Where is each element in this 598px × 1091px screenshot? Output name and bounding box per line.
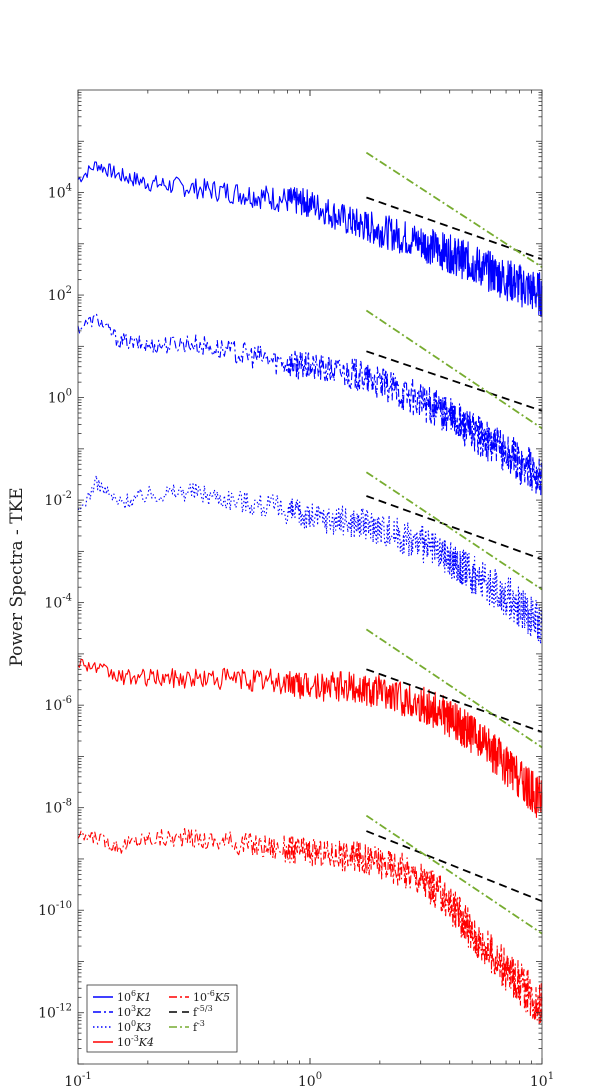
reference-lines-layer [365, 309, 543, 935]
legend-label-3: 103K2 [117, 1004, 151, 1019]
y-tick-label-7-exponent: -8 [62, 798, 72, 809]
y-tick-label-2-base: 10 [48, 288, 66, 304]
y-tick-label-1-exponent: 4 [66, 183, 72, 194]
y-tick-label-7: 10-8 [44, 798, 72, 817]
legend-label-name: K1 [135, 991, 151, 1004]
x-tick-label-2: 100 [298, 1071, 322, 1090]
reference-line-2 [366, 495, 543, 561]
y-tick-label-6: 10-6 [44, 695, 72, 714]
series-line-7 [365, 151, 543, 268]
y-tick-label-2-exponent: 2 [66, 285, 72, 296]
series-line-5 [77, 827, 543, 1025]
y-tick-label-5-exponent: -4 [62, 593, 72, 604]
legend-label-exponent: 6 [131, 989, 136, 998]
legend-label-exponent: -3 [131, 1034, 139, 1043]
x-tick-label-3: 101 [530, 1071, 554, 1090]
series-line-2 [77, 313, 543, 497]
legend-label-1: 106K1 [117, 989, 151, 1004]
legend-box [86, 984, 238, 1053]
legend-label-exponent: 0 [131, 1019, 136, 1028]
x-tick-label-2-base: 10 [298, 1074, 316, 1090]
legend-label-4: f-5/3 [193, 1004, 213, 1019]
legend-label-name: K3 [135, 1021, 151, 1034]
legend-label-base: 10 [117, 1036, 131, 1049]
series-layer [77, 151, 543, 1025]
y-tick-label-6-base: 10 [44, 698, 62, 714]
x-tick-label-1-exponent: -1 [82, 1071, 92, 1082]
y-tick-label-6-exponent: -6 [62, 695, 72, 706]
series-line-6 [366, 196, 543, 261]
y-tick-label-3-exponent: 0 [66, 388, 72, 399]
y-tick-label-9-exponent: -12 [56, 1003, 72, 1014]
y-tick-label-4: 10-2 [44, 490, 72, 509]
legend-label-name: K5 [214, 991, 230, 1004]
legend-label-7: 10-3K4 [117, 1034, 154, 1049]
series-line-3 [77, 475, 543, 645]
legend-label-base: f [193, 1021, 198, 1034]
legend-label-base: 10 [117, 1021, 131, 1034]
y-tick-label-7-base: 10 [44, 801, 62, 817]
x-tick-label-3-base: 10 [530, 1074, 548, 1090]
legend-label-5: 100K3 [117, 1019, 151, 1034]
y-tick-label-3-base: 10 [48, 391, 66, 407]
y-axis-title: Power Spectra - TKE [7, 487, 27, 666]
legend-label-exponent: -6 [207, 989, 215, 998]
y-tick-label-5: 10-4 [44, 593, 72, 612]
y-tick-label-8: 10-10 [38, 900, 72, 919]
legend-label-2: 10-6K5 [193, 989, 230, 1004]
y-tick-label-3: 100 [48, 388, 72, 407]
legend-label-exponent: -5/3 [197, 1004, 213, 1013]
x-tick-label-3-exponent: 1 [548, 1071, 554, 1082]
series-line-4 [77, 658, 543, 818]
y-tick-label-4-base: 10 [44, 493, 62, 509]
y-tick-label-9-base: 10 [38, 1006, 56, 1022]
y-tick-label-1-base: 10 [48, 186, 66, 202]
legend-label-base: 10 [117, 1006, 131, 1019]
reference-line-4 [366, 830, 543, 903]
reference-line-8 [365, 814, 543, 935]
x-tick-label-1-base: 10 [64, 1074, 82, 1090]
tick-layer: 10-1 100 10110410210010-210-410-610-810-10… [38, 90, 554, 1090]
legend-label-name: K2 [135, 1006, 151, 1019]
y-tick-label-4-exponent: -2 [62, 490, 72, 501]
legend-label-6: f-3 [193, 1019, 205, 1034]
legend-label-base: f [193, 1006, 198, 1019]
reference-line-1 [366, 350, 543, 412]
legend-label-base: 10 [193, 991, 207, 1004]
y-tick-label-2: 102 [48, 285, 72, 304]
legend-label-exponent: 3 [131, 1004, 136, 1013]
y-tick-label-9: 10-12 [38, 1003, 72, 1022]
reference-line-7 [365, 628, 543, 749]
series-line-1 [77, 161, 543, 317]
y-tick-label-8-exponent: -10 [56, 900, 72, 911]
legend-label-exponent: -3 [197, 1019, 205, 1028]
y-tick-label-5-base: 10 [44, 596, 62, 612]
y-tick-label-8-base: 10 [38, 903, 56, 919]
y-tick-label-1: 104 [48, 183, 72, 202]
x-tick-label-1: 10-1 [64, 1071, 92, 1090]
reference-line-3 [366, 668, 543, 733]
reference-line-6 [365, 471, 543, 591]
legend-label-name: K4 [138, 1036, 154, 1049]
reference-line-5 [365, 309, 543, 430]
x-tick-label-2-exponent: 0 [316, 1071, 322, 1082]
legend-label-base: 10 [117, 991, 131, 1004]
